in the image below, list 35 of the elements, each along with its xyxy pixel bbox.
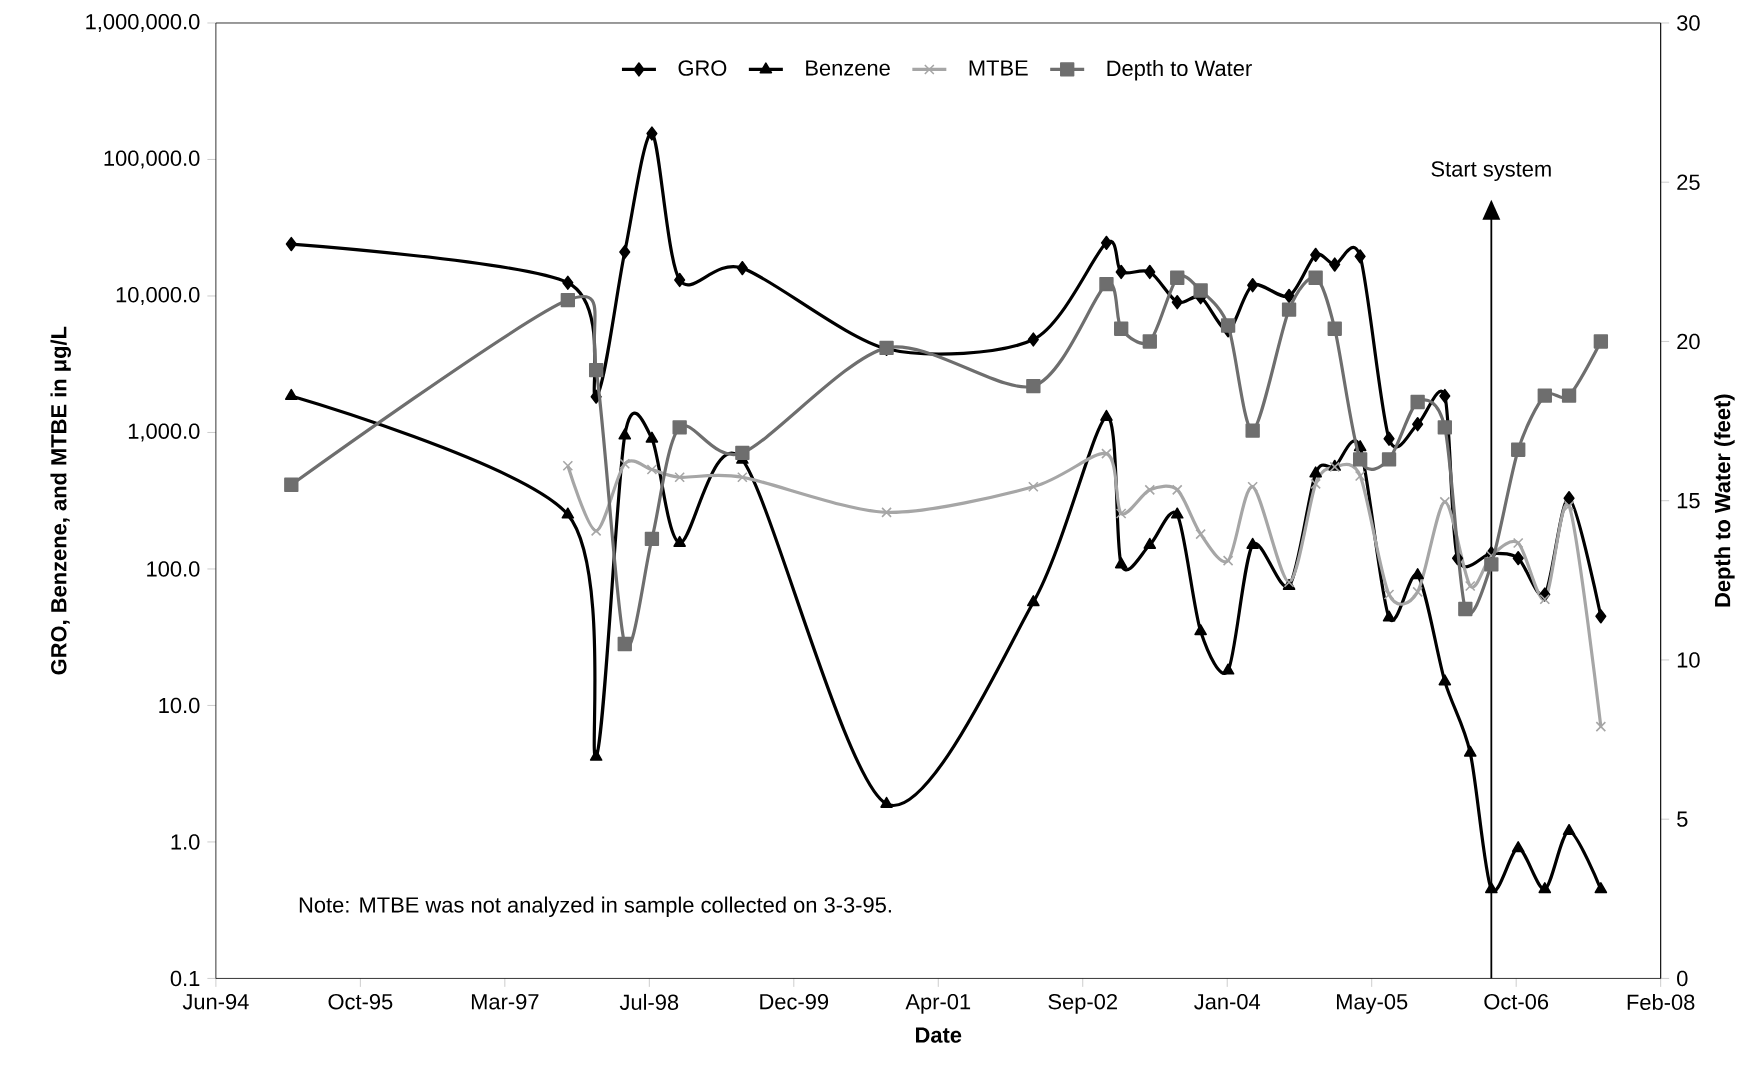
- y2-axis-title: Depth to Water (feet): [1714, 394, 1735, 607]
- y-tick-label: 1,000.0: [128, 423, 200, 442]
- y-axis-title: GRO, Benzene, and MTBE in μg/L: [50, 326, 71, 675]
- x-tick-label: May-05: [1337, 993, 1408, 1014]
- ref-line-label: Start system: [1431, 161, 1551, 181]
- x-tick-label: Mar-97: [471, 993, 539, 1010]
- y2-tick-label: 15: [1677, 492, 1700, 509]
- y-tick-label: 0.1: [170, 970, 200, 987]
- y2-tick-label: 25: [1677, 174, 1700, 190]
- x-tick-label: Jan-04: [1194, 993, 1261, 1010]
- legend-label: GRO: [678, 60, 727, 76]
- x-tick-label: Jun-94: [182, 993, 249, 1010]
- y2-tick-label: 30: [1677, 15, 1700, 31]
- legend-label: Benzene: [806, 60, 890, 76]
- y-tick-label: 10,000.0: [116, 286, 200, 305]
- x-tick-label: Jul-98: [619, 993, 679, 1010]
- legend-label: Depth to Water: [1107, 59, 1252, 81]
- x-tick-label: Apr-01: [905, 993, 971, 1014]
- x-tick-label: Dec-99: [760, 993, 829, 1010]
- x-tick-label: Oct-95: [328, 993, 393, 1010]
- y-tick-label: 100.0: [147, 561, 200, 577]
- x-tick-label: Feb-08: [1627, 993, 1695, 1010]
- x-tick-label: Sep-02: [1048, 993, 1117, 1014]
- y-tick-label: 1,000,000.0: [86, 13, 200, 32]
- y2-tick-label: 20: [1677, 333, 1700, 350]
- y2-tick-label: 5: [1677, 811, 1688, 827]
- y2-tick-label: 10: [1677, 652, 1700, 668]
- y2-tick-label: 0: [1677, 970, 1688, 986]
- y-tick-label: 1.0: [171, 834, 200, 850]
- y-tick-label: 100,000.0: [104, 150, 200, 169]
- x-tick-label: Oct-06: [1484, 993, 1549, 1010]
- legend-label: MTBE: [969, 60, 1028, 76]
- x-axis-title: Date: [916, 1027, 962, 1043]
- annotation: Note: MTBE was not analyzed in sample collected on 3-3-95.: [299, 896, 891, 917]
- y-tick-label: 10.0: [159, 697, 200, 714]
